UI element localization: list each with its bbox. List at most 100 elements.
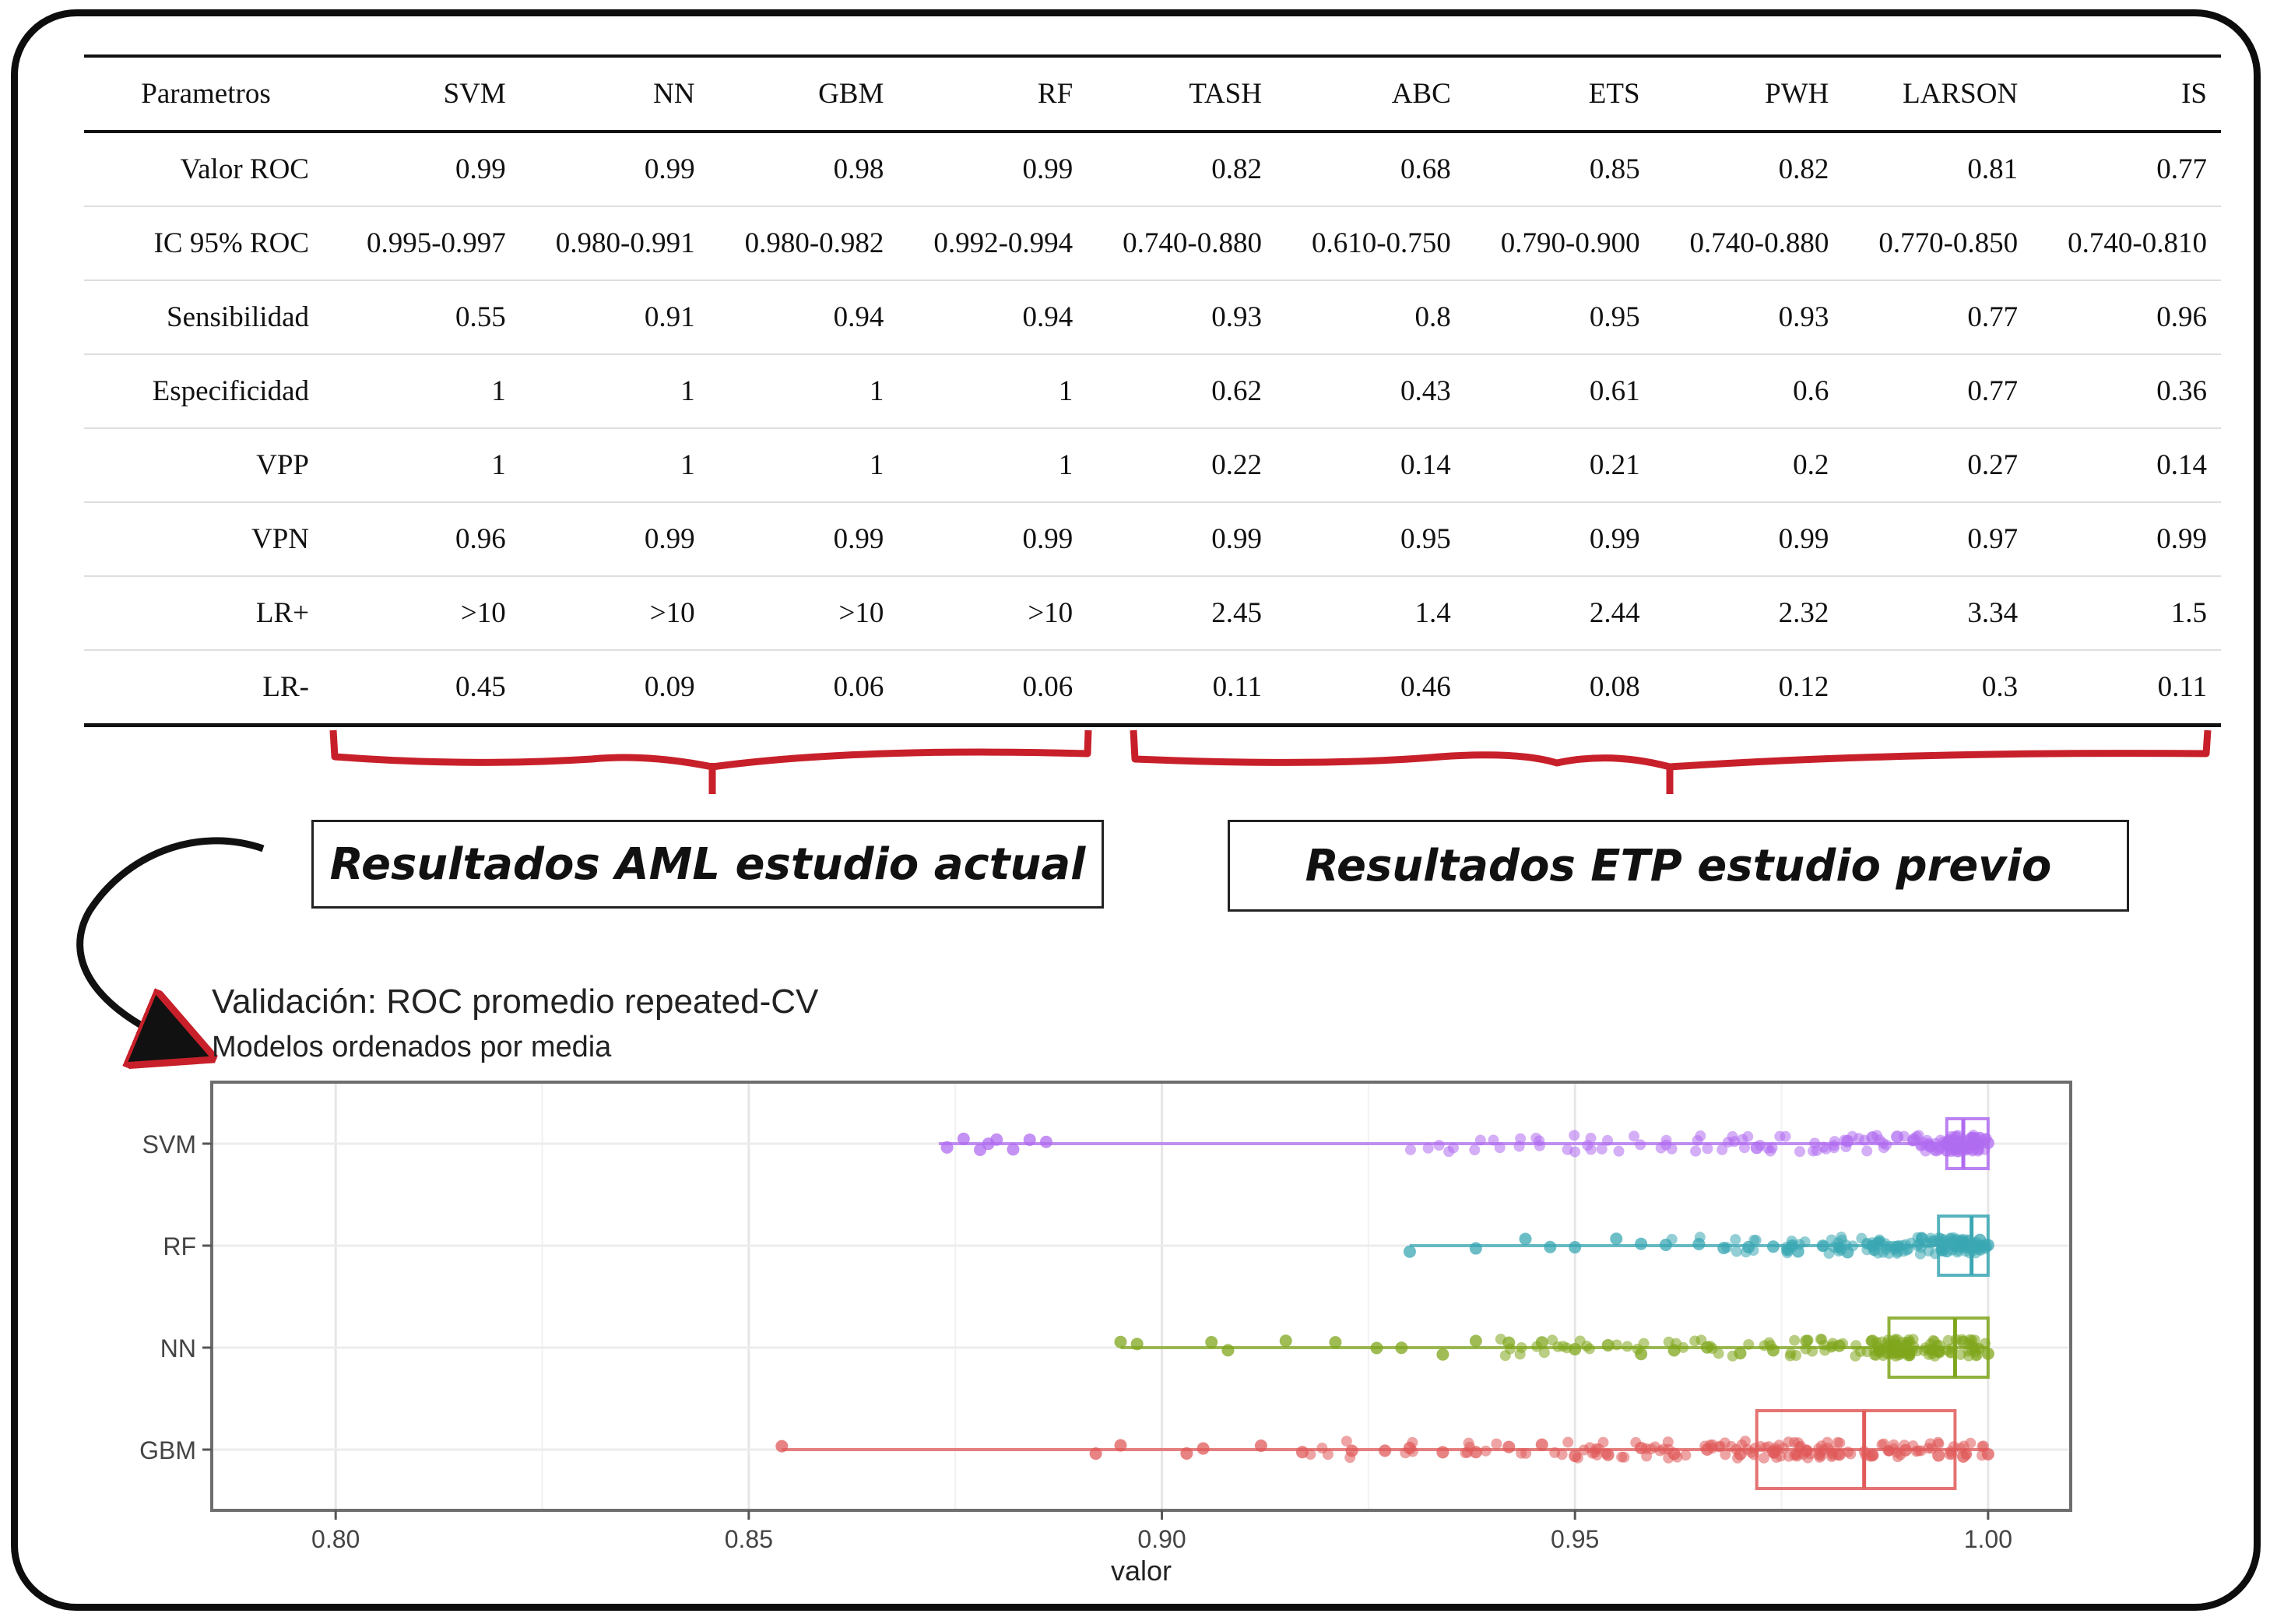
table-cell: >10 bbox=[838, 597, 884, 629]
data-point bbox=[1569, 1241, 1582, 1254]
table-cell: 2.45 bbox=[1211, 597, 1262, 629]
jitter-point bbox=[1613, 1145, 1625, 1157]
jitter-point bbox=[1714, 1440, 1726, 1452]
table-cell: 0.77 bbox=[2156, 153, 2207, 185]
jitter-point bbox=[1948, 1236, 1959, 1247]
jitter-point bbox=[1955, 1348, 1966, 1360]
table-cell: 0.99 bbox=[1022, 523, 1073, 555]
jitter-point bbox=[1861, 1145, 1873, 1157]
series-gbm bbox=[775, 1409, 1994, 1490]
header-rf: RF bbox=[1037, 78, 1073, 110]
jitter-point bbox=[1494, 1142, 1506, 1154]
jitter-point bbox=[1557, 1341, 1569, 1352]
table-cell: 1.5 bbox=[2170, 597, 2207, 629]
table-cell: 0.99 bbox=[833, 523, 884, 555]
data-point bbox=[1395, 1341, 1408, 1355]
data-point bbox=[1932, 1449, 1945, 1462]
data-point bbox=[1701, 1443, 1714, 1456]
jitter-point bbox=[1516, 1341, 1527, 1353]
jitter-point bbox=[1743, 1338, 1755, 1350]
data-point bbox=[1800, 1444, 1813, 1457]
table-cell: 0.99 bbox=[1211, 523, 1262, 555]
table-cell: 0.62 bbox=[1211, 375, 1262, 407]
data-point bbox=[1932, 1345, 1945, 1358]
jitter-point bbox=[1892, 1451, 1903, 1463]
plot-panel-border bbox=[210, 1081, 2072, 1512]
etp-results-label: Resultados ETP estudio previo bbox=[1228, 820, 2129, 912]
data-point bbox=[1436, 1348, 1449, 1361]
jitter-point bbox=[1463, 1437, 1474, 1449]
table-cell: 1 bbox=[491, 375, 506, 407]
table-cell: 0.980-0.982 bbox=[744, 227, 884, 259]
data-point bbox=[1866, 1449, 1879, 1462]
header-svm: SVM bbox=[443, 78, 506, 110]
table-row: LR- 0.45 0.09 0.06 0.06 0.11 0.46 0.08 0.12 0.3 0.… bbox=[84, 650, 2221, 726]
data-point bbox=[1667, 1344, 1681, 1357]
jitter-point bbox=[1581, 1341, 1593, 1352]
jitter-point bbox=[1880, 1243, 1892, 1255]
data-point bbox=[1535, 1438, 1548, 1451]
jitter-point bbox=[1845, 1448, 1857, 1460]
jitter-point bbox=[1969, 1334, 1980, 1346]
table-cell: >10 bbox=[1028, 597, 1073, 629]
series-svm bbox=[938, 1117, 1994, 1170]
data-point bbox=[1841, 1246, 1854, 1259]
jitter-point bbox=[1680, 1450, 1692, 1461]
jitter-point bbox=[1513, 1141, 1525, 1152]
table-cell: 0.99 bbox=[644, 523, 695, 555]
jitter-point bbox=[1629, 1130, 1640, 1142]
data-point bbox=[1734, 1347, 1747, 1360]
aml-results-label: Resultados AML estudio actual bbox=[311, 820, 1104, 909]
jitter-point bbox=[1825, 1234, 1837, 1246]
table-cell: 0.6 bbox=[1793, 375, 1829, 407]
chart-ticks: 0.80 0.85 0.90 0.95 1.00 SVM RF NN GBM bbox=[139, 1130, 2012, 1553]
jitter-point bbox=[1702, 1143, 1713, 1155]
jitter-point bbox=[1799, 1236, 1811, 1248]
table-cell: 0.61 bbox=[1589, 375, 1640, 407]
table-cell: 0.06 bbox=[1022, 671, 1073, 703]
data-point bbox=[1519, 1232, 1532, 1246]
data-point bbox=[1403, 1245, 1416, 1258]
jitter-point bbox=[1622, 1341, 1633, 1352]
data-point bbox=[1742, 1240, 1755, 1253]
data-point bbox=[1866, 1131, 1879, 1144]
table-cell: 2.44 bbox=[1589, 597, 1640, 629]
jitter-point bbox=[1590, 1443, 1602, 1455]
jitter-point bbox=[1538, 1347, 1550, 1359]
jitter-point bbox=[1815, 1450, 1827, 1461]
data-point bbox=[1635, 1237, 1648, 1250]
table-cell: 0.93 bbox=[1211, 301, 1262, 333]
data-point bbox=[1295, 1446, 1309, 1459]
header-gbm: GBM bbox=[818, 78, 884, 110]
data-point bbox=[1345, 1444, 1358, 1457]
series-rf bbox=[1403, 1214, 1994, 1277]
jitter-point bbox=[1928, 1235, 1940, 1246]
data-point bbox=[1957, 1450, 1970, 1463]
table-cell: 0.91 bbox=[644, 301, 695, 333]
table-cell: 0.45 bbox=[455, 671, 506, 703]
jitter-point bbox=[1923, 1344, 1934, 1355]
table-cell: 1 bbox=[680, 375, 695, 407]
aml-bracket bbox=[329, 729, 1092, 771]
header-pwh: PWH bbox=[1765, 78, 1829, 110]
data-point bbox=[1089, 1447, 1102, 1461]
box bbox=[1755, 1409, 1957, 1490]
parameters-table: Parametros SVM NN GBM RF TASH ABC ETS PWH LARSON I… bbox=[84, 54, 2221, 727]
jitter-point bbox=[1965, 1437, 1977, 1449]
y-tick-label: GBM bbox=[139, 1436, 196, 1464]
row-label: LR+ bbox=[255, 597, 309, 629]
x-axis-label: valor bbox=[1111, 1555, 1172, 1587]
jitter-point bbox=[1789, 1334, 1801, 1346]
jitter-point bbox=[1717, 1144, 1728, 1155]
table-cell: 0.08 bbox=[1589, 671, 1640, 703]
jitter-point bbox=[1774, 1130, 1786, 1142]
data-point bbox=[1635, 1348, 1648, 1361]
row-label: VPN bbox=[251, 523, 309, 555]
jitter-point bbox=[1811, 1144, 1822, 1156]
jitter-point bbox=[1690, 1145, 1702, 1157]
table-cell: 0.93 bbox=[1778, 301, 1829, 333]
jitter-point bbox=[1601, 1134, 1613, 1146]
table-cell: 2.32 bbox=[1778, 597, 1829, 629]
data-point bbox=[1535, 1336, 1548, 1349]
table-cell: 0.980-0.991 bbox=[555, 227, 695, 259]
